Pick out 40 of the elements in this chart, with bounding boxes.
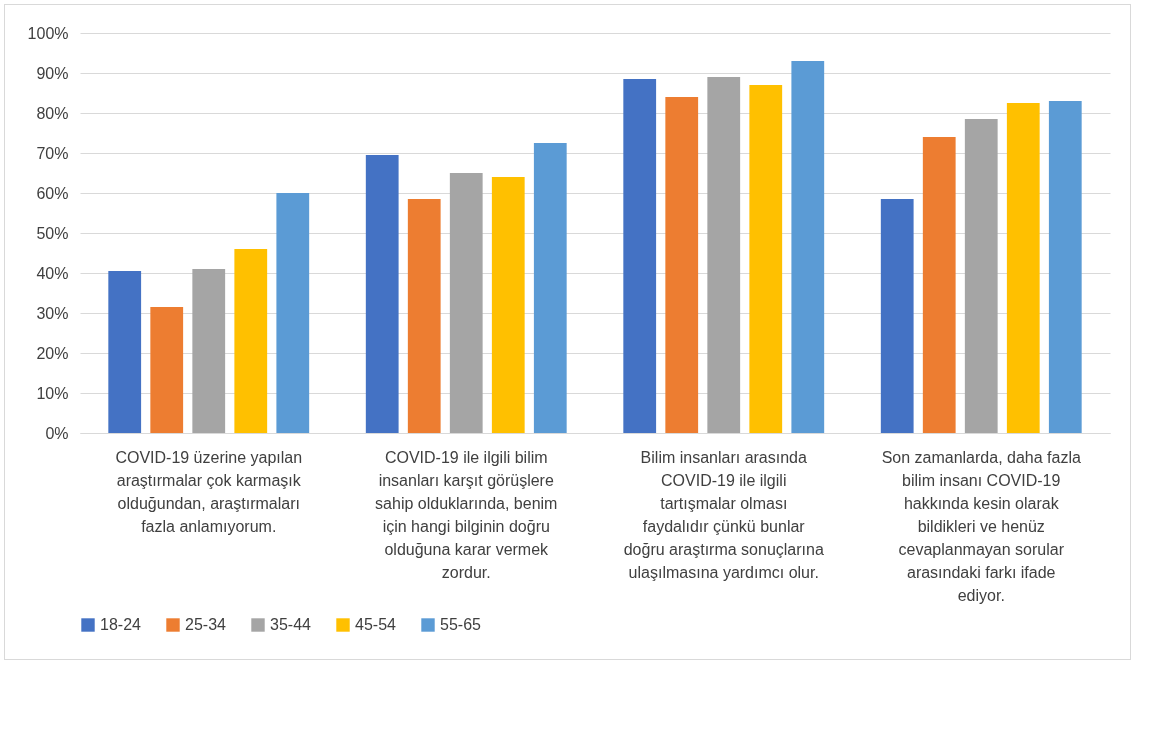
bar <box>108 271 142 433</box>
y-tick-label: 30% <box>36 304 69 322</box>
bar <box>707 77 741 433</box>
bar <box>623 79 657 433</box>
x-tick-label: Bilim insanları arasında COVID-19 ile ilgili tartışmalar olması faydalıdır çünkü bunlar doğru araştırma sonuçlarına ulaşılmasına yardımcı olur. <box>623 448 824 581</box>
bar <box>234 249 268 433</box>
bar <box>449 173 483 433</box>
legend-label: 25-34 <box>185 616 227 633</box>
bar <box>922 137 956 433</box>
bar <box>1048 101 1082 433</box>
legend-label: 18-24 <box>100 616 142 633</box>
x-tick-label: COVID-19 ile ilgili bilim insanları karşıt görüşlere sahip olduklarında, benim için hangi bilginin doğru olduğuna karar vermek zordur. <box>375 448 558 581</box>
bar <box>665 97 699 433</box>
bar <box>791 61 825 433</box>
legend-label: 35-44 <box>270 616 312 633</box>
bar <box>491 177 525 433</box>
bar <box>964 119 998 433</box>
y-tick-label: 20% <box>36 344 69 362</box>
bar <box>276 193 310 433</box>
bar <box>407 199 441 433</box>
legend-label: 45-54 <box>355 616 397 633</box>
legend-label: 55-65 <box>440 616 482 633</box>
bar <box>749 85 783 433</box>
bar <box>880 199 914 433</box>
y-tick-label: 100% <box>27 24 69 42</box>
y-tick-label: 50% <box>36 224 69 242</box>
y-tick-label: 0% <box>45 424 69 442</box>
x-tick-label: COVID-19 üzerine yapılan araştırmalar çok karmaşık olduğundan, araştırmaları fazla anlamıyorum. <box>115 448 303 535</box>
y-tick-label: 10% <box>36 384 69 402</box>
bar <box>150 307 184 433</box>
bar <box>192 269 226 433</box>
y-tick-label: 80% <box>36 104 69 122</box>
y-tick-label: 40% <box>36 264 69 282</box>
bar <box>533 143 567 433</box>
y-tick-label: 90% <box>36 64 69 82</box>
y-tick-label: 70% <box>36 144 69 162</box>
x-tick-label: Son zamanlarda, daha fazla bilim insanı COVID-19 hakkında kesin olarak bildikleri ve henüz cevaplanmayan sorular arasındaki farkı ifade ediyor. <box>881 448 1081 604</box>
y-tick-label: 60% <box>36 184 69 202</box>
bar <box>365 155 399 433</box>
bar <box>1006 103 1040 433</box>
